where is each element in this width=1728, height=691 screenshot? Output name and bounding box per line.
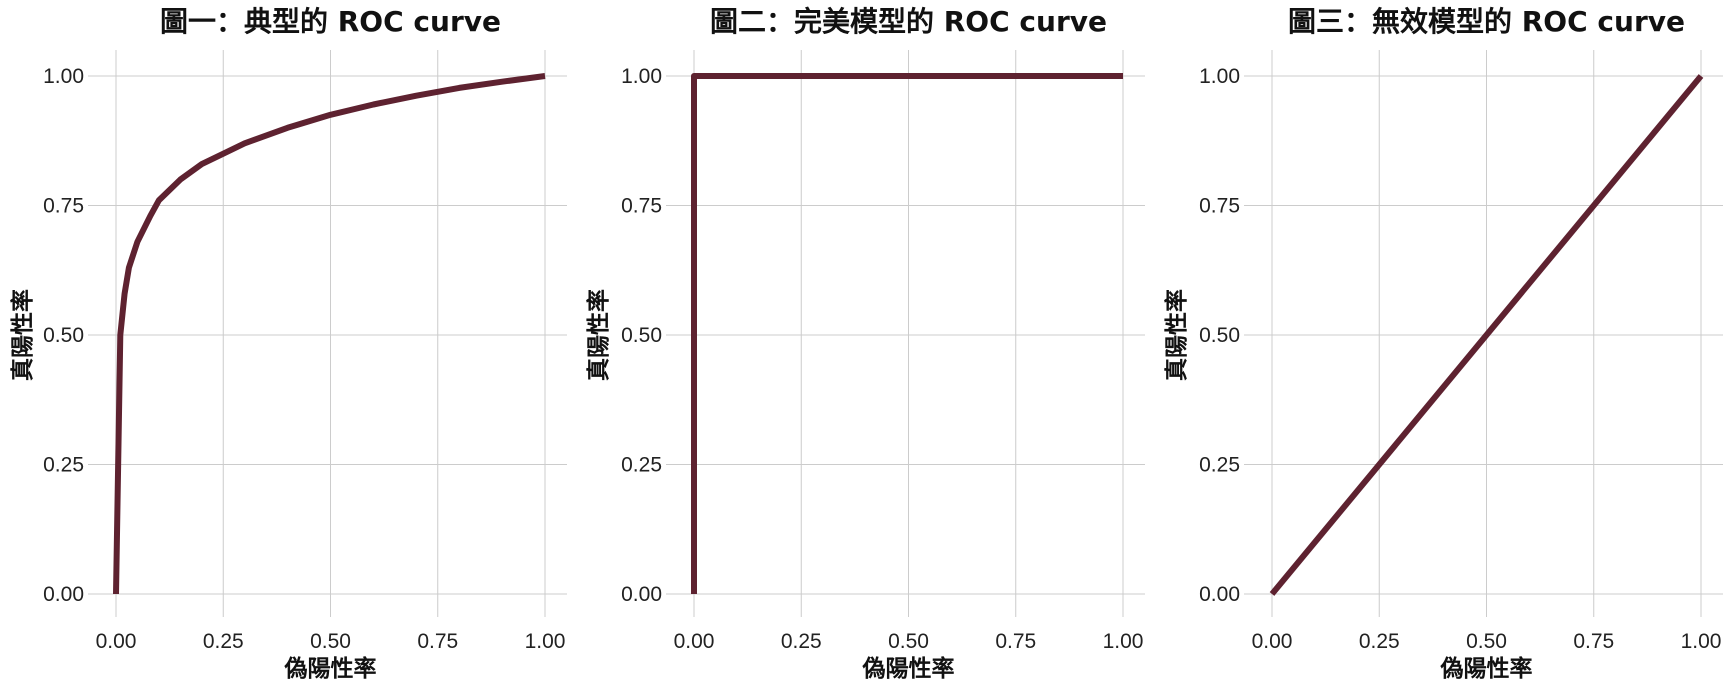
x-tick-label: 0.25 (781, 630, 822, 653)
y-axis-label: 真陽性率 (1163, 289, 1190, 381)
y-tick-label: 0.25 (1199, 454, 1240, 477)
grid (666, 50, 1145, 617)
roc-panel-perfect: 0.00 0.25 0.50 0.75 1.00 0.00 0.25 0.50 0.75 1.00… (585, 5, 1145, 682)
roc-curve-line (113, 73, 546, 595)
curve-layer (1269, 74, 1704, 596)
y-tick-label: 0.25 (621, 454, 662, 477)
x-axis-label: 偽陽性率 (1440, 655, 1533, 682)
y-tick-label: 0.50 (43, 324, 84, 347)
x-axis-label: 偽陽性率 (862, 655, 955, 682)
y-tick-label: 0.25 (43, 454, 84, 477)
y-tick-label: 1.00 (1199, 65, 1240, 88)
roc-curve-line (1269, 74, 1704, 596)
tick-labels: 0.00 0.25 0.50 0.75 1.00 0.00 0.25 0.50 0.75 1.00 (43, 65, 565, 653)
x-tick-label: 1.00 (1103, 630, 1144, 653)
curve-layer (113, 73, 546, 595)
x-tick-label: 0.25 (203, 630, 244, 653)
y-tick-label: 1.00 (43, 65, 84, 88)
tick-labels: 0.00 0.25 0.50 0.75 1.00 0.00 0.25 0.50 0.75 1.00 (621, 65, 1143, 653)
x-tick-label: 0.50 (1466, 630, 1507, 653)
roc-panel-random: 0.00 0.25 0.50 0.75 1.00 0.00 0.25 0.50 0.75 1.00… (1163, 5, 1723, 682)
x-tick-label: 0.25 (1359, 630, 1400, 653)
x-tick-label: 0.75 (995, 630, 1036, 653)
chart-title: 圖三：無效模型的 ROC curve (1288, 5, 1685, 38)
x-tick-label: 1.00 (525, 630, 566, 653)
y-tick-label: 0.75 (621, 195, 662, 218)
curve-layer (691, 73, 1123, 594)
grid (88, 50, 567, 617)
x-tick-label: 0.00 (96, 630, 137, 653)
y-tick-label: 1.00 (621, 65, 662, 88)
y-tick-label: 0.00 (621, 583, 662, 606)
y-tick-label: 0.50 (621, 324, 662, 347)
y-axis-label: 真陽性率 (9, 289, 36, 381)
x-tick-label: 0.50 (888, 630, 929, 653)
x-tick-label: 0.75 (417, 630, 458, 653)
chart-title: 圖二：完美模型的 ROC curve (710, 5, 1107, 38)
roc-curve-line (691, 73, 1123, 594)
x-axis-label: 偽陽性率 (284, 655, 377, 682)
y-tick-label: 0.50 (1199, 324, 1240, 347)
y-tick-label: 0.00 (1199, 583, 1240, 606)
y-tick-label: 0.75 (43, 195, 84, 218)
y-axis-label: 真陽性率 (585, 289, 612, 381)
x-tick-label: 1.00 (1681, 630, 1722, 653)
x-tick-label: 0.00 (674, 630, 715, 653)
y-tick-label: 0.75 (1199, 195, 1240, 218)
tick-labels: 0.00 0.25 0.50 0.75 1.00 0.00 0.25 0.50 0.75 1.00 (1199, 65, 1721, 653)
roc-panel-typical: 0.00 0.25 0.50 0.75 1.00 0.00 0.25 0.50 0.75 1.00… (9, 5, 567, 682)
x-tick-label: 0.00 (1252, 630, 1293, 653)
chart-title: 圖一：典型的 ROC curve (160, 5, 501, 38)
x-tick-label: 0.50 (310, 630, 351, 653)
y-tick-label: 0.00 (43, 583, 84, 606)
x-tick-label: 0.75 (1573, 630, 1614, 653)
